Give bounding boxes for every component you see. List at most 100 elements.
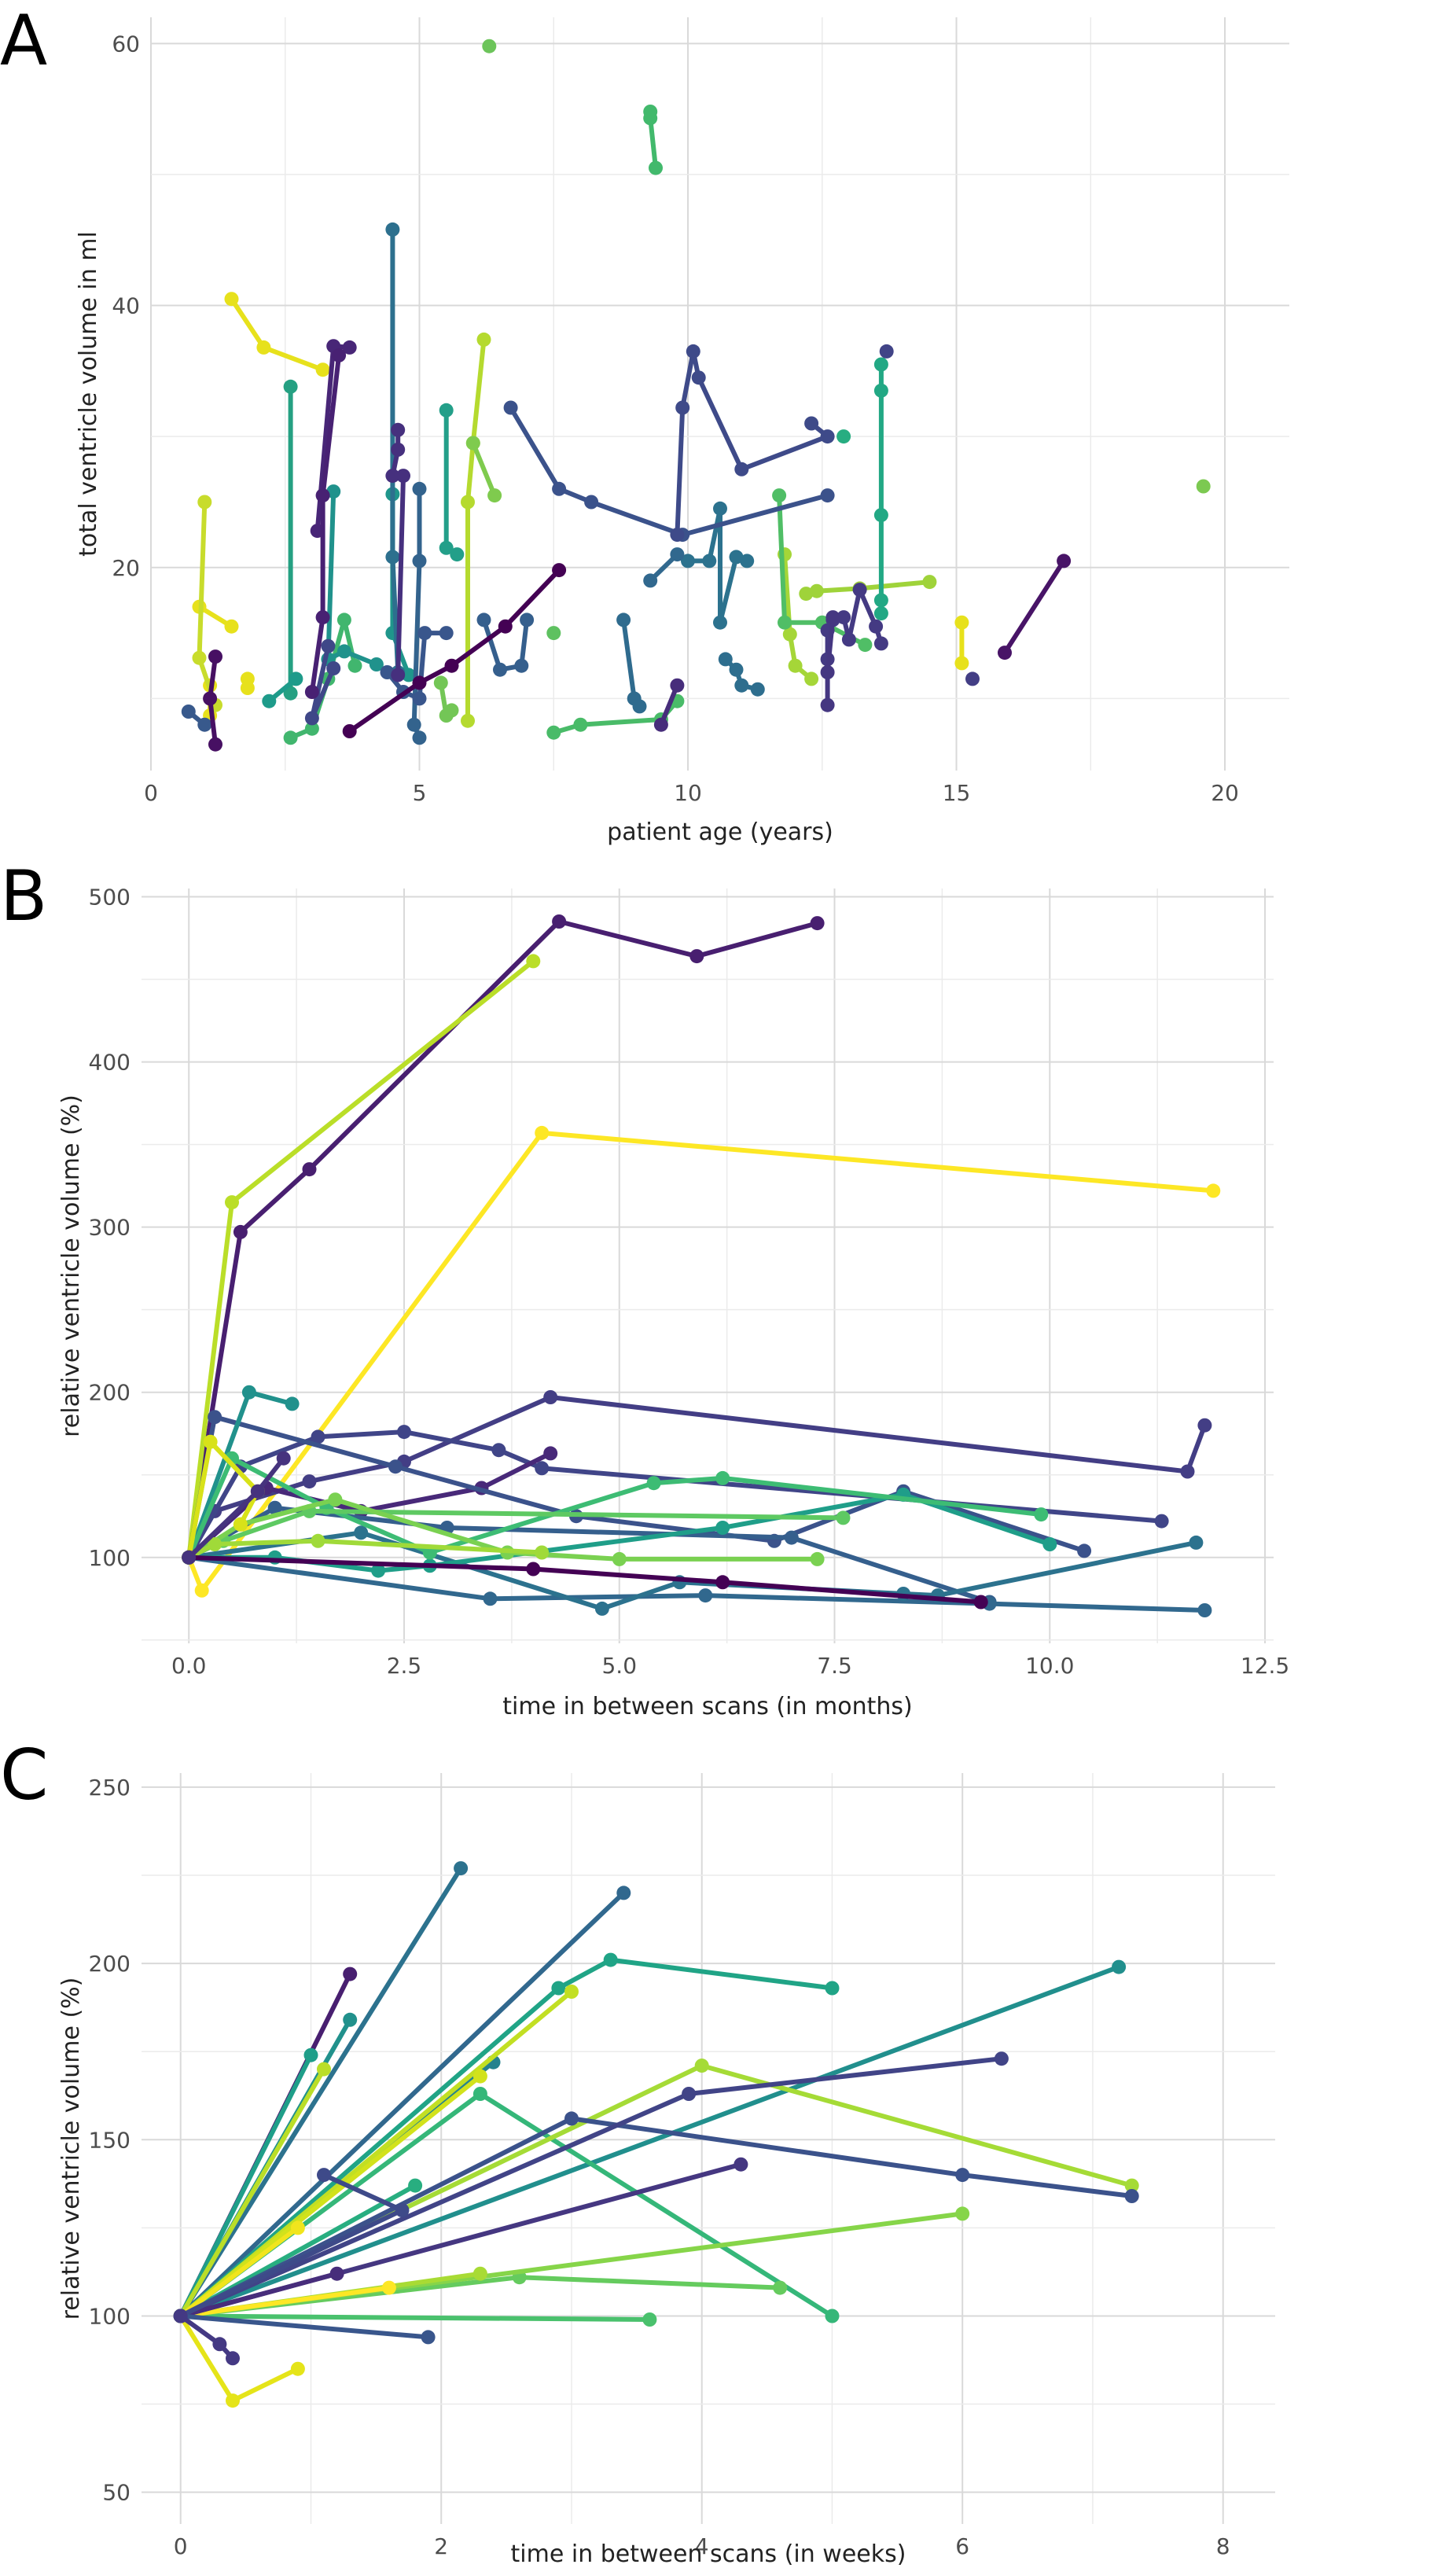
data-point (873, 357, 888, 372)
data-point (715, 1521, 730, 1535)
data-point (450, 547, 465, 562)
data-point (401, 668, 416, 682)
data-point (173, 2309, 188, 2323)
data-point (869, 619, 884, 634)
data-point (476, 332, 491, 347)
y-tick-label: 60 (112, 31, 140, 57)
panel-label-b: B (0, 855, 47, 936)
data-point (212, 2337, 227, 2352)
data-point (810, 916, 825, 931)
data-point (412, 691, 427, 706)
data-point (380, 665, 395, 679)
data-point (326, 661, 341, 675)
data-point (873, 606, 888, 621)
panel-label-c: C (0, 1735, 48, 1816)
y-tick-label: 500 (89, 885, 131, 911)
data-point (955, 2168, 970, 2183)
series-A-teal-6 (836, 429, 851, 444)
data-point (182, 1550, 197, 1565)
y-tick-label: 50 (102, 2480, 131, 2506)
data-point (233, 1224, 248, 1239)
data-point (836, 1510, 851, 1525)
data-point (603, 1952, 618, 1967)
data-point (476, 613, 491, 627)
data-point (267, 1500, 282, 1515)
x-tick-label: 2 (434, 2533, 448, 2559)
series-B-yellow-top (182, 1125, 1221, 1598)
data-point (208, 1410, 222, 1425)
series-A-yellow-1 (224, 292, 330, 377)
data-point (670, 547, 685, 562)
series-A-green-8 (1196, 479, 1211, 494)
x-axis-label: patient age (years) (607, 819, 833, 846)
data-point (283, 730, 298, 745)
panel-b: B 0.0 2.5 5.0 7.5 10.0 12.5 100 200 300 400 500 tim… (0, 855, 1289, 1720)
data-point (315, 362, 330, 377)
data-point (616, 613, 631, 627)
x-axis-label: time in between scans (in months) (502, 1693, 912, 1720)
series-A-indigo-5 (820, 610, 840, 712)
x-tick-label: 20 (1211, 780, 1239, 806)
series-A-teal-2 (873, 357, 888, 621)
y-axis-label: total ventricle volume in ml (75, 231, 102, 557)
data-point (994, 2051, 1009, 2066)
series-A-indigo-4 (820, 583, 888, 667)
data-point (729, 550, 744, 565)
data-point (197, 717, 212, 732)
x-tick-label: 0.0 (171, 1653, 207, 1679)
data-point (546, 725, 561, 740)
series-line (777, 493, 868, 648)
data-point (433, 675, 448, 690)
data-point (336, 613, 351, 627)
data-point (311, 1429, 325, 1444)
y-tick-label: 100 (89, 1545, 131, 1571)
series-A-purple-8 (965, 671, 980, 686)
series-line (309, 352, 342, 694)
data-point (734, 462, 749, 476)
data-point (691, 370, 706, 385)
data-point (670, 528, 685, 543)
data-point (472, 2069, 487, 2084)
data-point (1189, 1535, 1204, 1550)
data-point (421, 2330, 436, 2345)
data-point (304, 711, 319, 726)
x-tick-label: 10 (674, 780, 702, 806)
x-tick-label: 8 (1216, 2533, 1230, 2559)
data-point (289, 671, 303, 686)
data-point (444, 703, 459, 718)
data-point (417, 626, 432, 641)
data-point (498, 619, 513, 634)
data-point (552, 481, 567, 496)
data-point (653, 717, 668, 732)
data-point (1034, 1507, 1049, 1522)
data-point (194, 1583, 209, 1598)
data-point (326, 484, 341, 499)
series-line (178, 1957, 835, 2319)
data-point (616, 1886, 631, 1900)
data-point (397, 1425, 411, 1440)
series-line (470, 440, 498, 499)
x-tick-label: 12.5 (1241, 1653, 1289, 1679)
data-point (820, 488, 835, 503)
data-point (342, 724, 357, 738)
data-point (649, 160, 663, 175)
data-point (369, 657, 384, 671)
data-point (332, 348, 347, 362)
data-point (412, 730, 427, 745)
data-point (388, 1459, 403, 1474)
series-line (178, 1890, 627, 2319)
series-line (186, 1538, 545, 1560)
series-line (325, 489, 379, 667)
data-point (820, 697, 835, 712)
data-point (412, 675, 427, 690)
data-point (740, 554, 755, 568)
data-point (412, 481, 427, 496)
tick-labels-a: 0 5 10 15 20 20 40 60 (112, 31, 1238, 806)
data-point (879, 344, 894, 359)
data-point (809, 583, 824, 598)
data-point (873, 383, 888, 398)
data-point (493, 662, 507, 677)
data-point (778, 615, 792, 630)
series-C-navy-2 (173, 2309, 240, 2366)
data-point (329, 2266, 344, 2281)
